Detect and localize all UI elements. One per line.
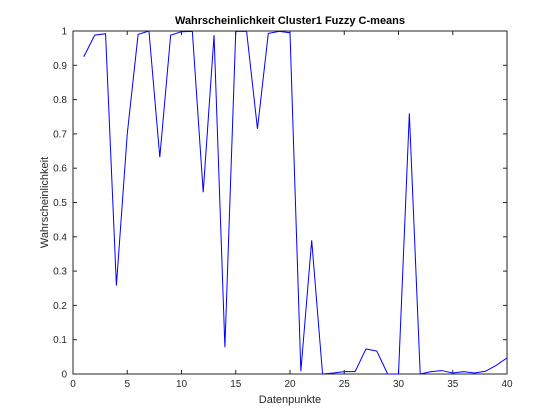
x-tick-label: 5 (124, 379, 130, 390)
x-tick-label: 20 (284, 379, 296, 390)
y-axis-label: Wahrscheinlichkeit (39, 157, 51, 248)
y-tick-label: 0.3 (53, 267, 67, 278)
y-tick-label: 0.5 (53, 198, 67, 209)
plot-area (72, 30, 508, 375)
chart-title: Wahrscheinlichkeit Cluster1 Fuzzy C-mean… (175, 15, 405, 27)
y-tick-label: 0.6 (53, 164, 67, 175)
y-tick-label: 0.1 (53, 335, 67, 346)
y-axis: 0 0.1 0.2 0.3 0.4 0.5 0.6 0.7 0.8 0.9 1 (53, 27, 507, 381)
y-tick-label: 0.9 (53, 61, 67, 72)
x-tick-label: 15 (230, 379, 242, 390)
x-tick-label: 40 (501, 379, 513, 390)
series-line (83, 30, 508, 375)
x-tick-label: 10 (176, 379, 188, 390)
y-tick-label: 1 (61, 27, 67, 38)
x-axis-label: Datenpunkte (259, 394, 321, 406)
x-axis: 0 5 10 15 20 25 30 35 40 (70, 31, 513, 390)
x-tick-label: 25 (339, 379, 351, 390)
y-tick-label: 0.8 (53, 95, 67, 106)
x-tick-label: 0 (70, 379, 76, 390)
y-tick-label: 0.7 (53, 129, 67, 140)
x-tick-label: 30 (393, 379, 405, 390)
y-tick-label: 0.4 (53, 232, 67, 243)
x-tick-label: 35 (447, 379, 459, 390)
y-tick-label: 0 (61, 370, 67, 381)
y-tick-label: 0.2 (53, 301, 67, 312)
